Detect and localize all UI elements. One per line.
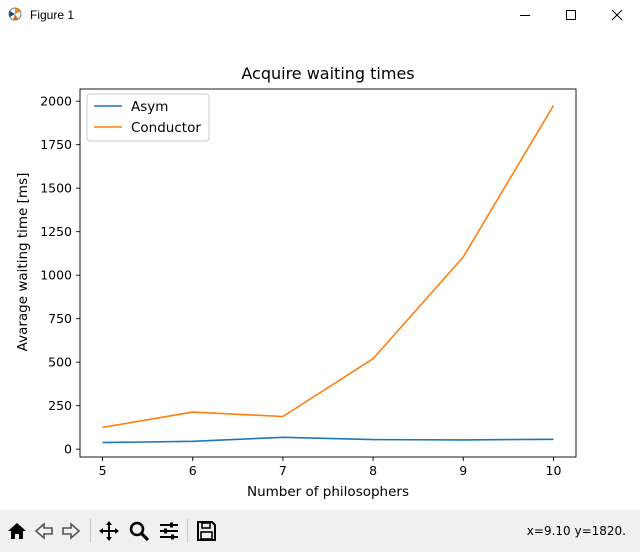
configure-subplots-button[interactable]	[156, 518, 182, 544]
zoom-button[interactable]	[126, 518, 152, 544]
maximize-button[interactable]	[548, 0, 594, 30]
x-tick-label: 5	[99, 463, 107, 478]
home-button[interactable]	[4, 518, 30, 544]
window-title: Figure 1	[30, 8, 75, 22]
y-tick-label: 500	[48, 355, 72, 370]
forward-arrow-icon	[62, 522, 81, 540]
legend-label-asym: Asym	[131, 99, 168, 115]
save-button[interactable]	[193, 518, 219, 544]
figure-canvas[interactable]: Acquire waiting times Number of philosop…	[0, 30, 640, 510]
title-bar: Figure 1	[0, 0, 640, 30]
chart-title: Acquire waiting times	[241, 64, 414, 83]
minimize-button[interactable]	[502, 0, 548, 30]
y-tick-label: 1000	[40, 268, 72, 283]
x-tick-label: 10	[546, 463, 562, 478]
series-line-asym	[102, 436, 554, 444]
x-tick-label: 7	[279, 463, 287, 478]
pan-icon	[99, 521, 119, 541]
y-tick-label: 1500	[40, 181, 72, 196]
x-tick-label: 9	[459, 463, 467, 478]
y-tick-label: 0	[64, 442, 72, 457]
configure-subplots-icon	[160, 522, 178, 540]
x-axis-label: Number of philosophers	[247, 484, 409, 500]
series-line-conductor	[102, 105, 555, 429]
maximize-icon	[566, 10, 576, 20]
toolbar-separator	[90, 519, 91, 543]
navigation-toolbar: x=9.10 y=1820.	[0, 510, 640, 552]
y-axis-label: Avarage waiting time [ms]	[15, 173, 31, 352]
plot-area: 5 6 7 8 9 10 0 250 500 750 1000 1250 1500 1750 2000	[40, 88, 577, 478]
save-icon	[197, 521, 216, 541]
y-tick-label: 1750	[40, 137, 72, 152]
zoom-icon	[129, 521, 150, 542]
back-button[interactable]	[31, 518, 57, 544]
legend: Asym Conductor	[86, 93, 210, 142]
forward-button[interactable]	[58, 518, 84, 544]
cursor-coordinates: x=9.10 y=1820.	[526, 524, 626, 538]
close-icon	[611, 9, 623, 21]
legend-label-conductor: Conductor	[131, 120, 201, 136]
y-tick-label: 1250	[40, 224, 72, 239]
home-icon	[8, 523, 26, 539]
axes-frame	[79, 88, 577, 458]
chart-svg: Acquire waiting times Number of philosop…	[15, 64, 577, 500]
minimize-icon	[520, 15, 530, 16]
x-tick-label: 8	[369, 463, 377, 478]
y-tick-label: 750	[48, 311, 72, 326]
x-tick-label: 6	[189, 463, 197, 478]
back-arrow-icon	[34, 522, 53, 540]
pan-button[interactable]	[96, 518, 122, 544]
toolbar-separator	[187, 519, 188, 543]
matplotlib-app-icon	[8, 7, 22, 21]
y-tick-label: 2000	[40, 94, 72, 109]
y-tick-label: 250	[48, 398, 72, 413]
close-button[interactable]	[594, 0, 640, 30]
